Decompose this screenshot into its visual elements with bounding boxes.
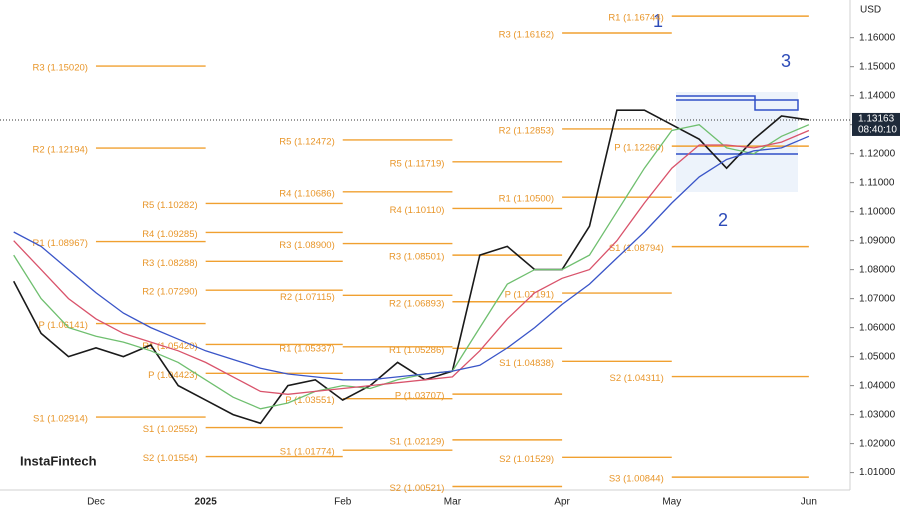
y-tick-label: 1.11000 <box>859 177 895 188</box>
pivot-label: S1 (1.02129) <box>389 436 444 447</box>
last-price-box <box>852 112 900 136</box>
pivot-label: R3 (1.08288) <box>142 258 197 269</box>
pivot-label: S2 (1.01554) <box>143 453 198 464</box>
watermark: InstaFintech <box>20 453 97 468</box>
y-tick-label: 1.02000 <box>859 438 896 449</box>
y-tick-label: 1.06000 <box>859 322 896 333</box>
series-line <box>12 109 810 425</box>
pivot-label: S2 (1.04311) <box>610 373 664 384</box>
pivot-label: R1 (1.10500) <box>499 194 554 205</box>
y-tick-label: 1.07000 <box>859 293 896 304</box>
pivot-label: S1 (1.02914) <box>33 414 88 425</box>
x-tick-label: May <box>662 497 681 508</box>
watermark-box <box>14 450 96 474</box>
pivot-label: S1 (1.08794) <box>609 243 664 254</box>
pivot-label: P (1.06141) <box>38 320 87 331</box>
pivot-label: R2 (1.07290) <box>142 287 197 298</box>
pivot-label: R1 (1.16744) <box>608 13 663 24</box>
pivot-label: P (1.04423) <box>148 370 197 381</box>
y-tick-label: 1.16000 <box>859 32 896 43</box>
pivot-label: P (1.03551) <box>285 395 334 406</box>
pivot-label: P (1.07191) <box>505 290 554 301</box>
pivot-label: S2 (1.01529) <box>499 454 554 465</box>
pivot-label: R4 (1.10686) <box>279 188 334 199</box>
wave-label: 2 <box>718 210 728 230</box>
pivot-label: R1 (1.08967) <box>33 238 88 249</box>
pivot-label: R2 (1.12194) <box>33 145 88 156</box>
pivot-label: R3 (1.08501) <box>389 252 444 263</box>
pivot-label: R5 (1.10282) <box>142 200 197 211</box>
pivot-label: R1 (1.05286) <box>389 345 444 356</box>
series-line <box>13 123 810 410</box>
y-tick-label: 1.05000 <box>859 351 896 362</box>
pivot-label: R3 (1.16162) <box>499 30 554 41</box>
pivot-label: S2 (1.00521) <box>389 483 444 494</box>
pivot-label: R3 (1.15020) <box>33 63 88 74</box>
x-tick-label: Feb <box>334 497 352 508</box>
range-box <box>676 95 799 111</box>
pivot-label: R1 (1.05337) <box>279 343 334 354</box>
x-tick-label: Mar <box>444 497 462 508</box>
pivot-label: R3 (1.08900) <box>279 240 334 251</box>
x-tick-label: Jun <box>801 497 817 508</box>
wave-label: 3 <box>781 51 791 71</box>
pivot-label: R1 (1.05420) <box>142 341 197 352</box>
pivot-label: R4 (1.10110) <box>390 205 445 216</box>
y-tick-label: 1.04000 <box>859 380 896 391</box>
y-tick-label: 1.15000 <box>859 61 896 72</box>
last-price-label: 1.13163 <box>858 114 895 125</box>
pivot-label: R2 (1.07115) <box>280 292 335 303</box>
x-tick-label: Dec <box>87 497 105 508</box>
series-line <box>13 135 810 381</box>
y-tick-label: 1.01000 <box>859 467 896 478</box>
last-time-label: 08:40:10 <box>858 125 897 136</box>
y-tick-label: 1.12000 <box>859 148 896 159</box>
pivot-label: S1 (1.04838) <box>499 358 554 369</box>
pivot-label: R4 (1.09285) <box>142 229 197 240</box>
x-tick-label: Apr <box>554 497 570 508</box>
y-tick-label: 1.14000 <box>859 90 896 101</box>
currency: USD <box>860 5 881 16</box>
x-tick-label: 2025 <box>195 497 218 508</box>
pivot-label: S1 (1.02552) <box>143 424 198 435</box>
pivot-label: S3 (1.00844) <box>609 474 664 485</box>
pivot-label: R2 (1.06893) <box>389 298 444 309</box>
pivot-label: R5 (1.12472) <box>279 136 334 147</box>
pivot-label: R2 (1.12853) <box>499 125 554 136</box>
volume-profile <box>676 92 798 192</box>
pivot-label: P (1.03707) <box>395 391 444 402</box>
series-line <box>13 129 810 395</box>
pivot-label: P (1.12260) <box>614 143 663 154</box>
y-tick-label: 1.09000 <box>859 235 896 246</box>
wave-label: 1 <box>653 11 663 31</box>
pivot-label: S1 (1.01774) <box>280 447 335 458</box>
pivot-label: R5 (1.11719) <box>390 158 445 169</box>
y-tick-label: 1.10000 <box>859 206 896 217</box>
y-tick-label: 1.08000 <box>859 264 896 275</box>
y-tick-label: 1.03000 <box>859 409 896 420</box>
